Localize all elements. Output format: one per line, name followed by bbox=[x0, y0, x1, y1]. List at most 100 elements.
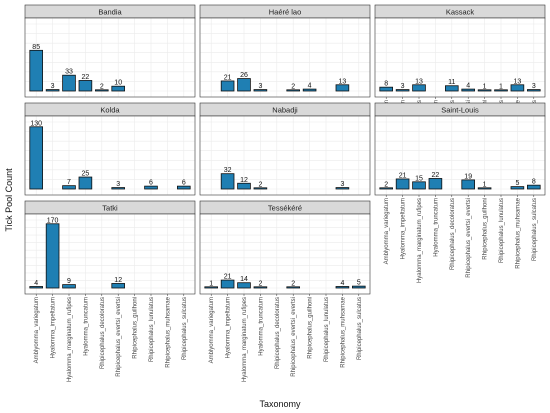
bar-rhipicephalus-guilhoni bbox=[477, 187, 492, 190]
data-label: 14 bbox=[240, 276, 248, 283]
bar-hyalomma-impeltatum bbox=[220, 80, 235, 92]
bar-rhipicephalus-evertsi-evertsi bbox=[461, 88, 475, 92]
x-tick-label: Rhipicephalus_sulcatus bbox=[532, 198, 538, 261]
data-label: 3 bbox=[51, 83, 55, 90]
data-label: 32 bbox=[224, 167, 232, 174]
bar-rhipicephalus-decoloratus bbox=[95, 89, 109, 92]
data-label: 4 bbox=[308, 83, 312, 90]
data-label: 21 bbox=[224, 274, 232, 281]
x-tick-label: Hyalomma_marginatum_rufipes bbox=[417, 198, 423, 283]
bar-hyalomma-impeltatum bbox=[395, 89, 410, 92]
bar-hyalomma-marginatum-rufipes bbox=[62, 284, 76, 289]
x-tick-label: Hyalomma_impeltatum bbox=[401, 198, 407, 259]
data-label: 3 bbox=[116, 181, 120, 188]
data-label: 15 bbox=[415, 175, 423, 182]
panel-tatki: Tatki 4 170 9 12 Amblyomma_variegatum Hyalomma… bbox=[24, 200, 196, 382]
data-label: 2 bbox=[258, 181, 262, 188]
bar-hyalomma-impeltatum bbox=[220, 279, 235, 289]
panel-kolda: Kolda 130 7 25 3 6 6 bbox=[24, 102, 196, 196]
x-tick-label: Rhipicephalus_guilhoni bbox=[483, 198, 489, 260]
bar-hyalomma-impeltatum bbox=[395, 178, 410, 190]
bar-hyalomma-marginatum-rufipes bbox=[237, 78, 251, 92]
panel-nabadji: Nabadji 32 12 2 3 bbox=[199, 102, 371, 196]
bar-rhipicephalus-sulcatus bbox=[527, 184, 541, 190]
bar-rhipicephalus-muhsamae bbox=[335, 286, 350, 289]
x-tick-label: Hyalomma_truncatum bbox=[258, 297, 264, 356]
bar-amblyomma-variegatum bbox=[29, 286, 43, 289]
plot-area bbox=[24, 17, 196, 98]
data-label: 6 bbox=[182, 180, 186, 187]
x-tick-label: Rhipicephalus_decoloratus bbox=[450, 198, 456, 270]
plot-area bbox=[374, 17, 546, 98]
x-tick-label: Rhipicephalus_guilhoni bbox=[133, 297, 139, 359]
data-label: 4 bbox=[34, 280, 38, 287]
data-label: 25 bbox=[82, 171, 90, 178]
data-label: 2 bbox=[258, 280, 262, 287]
bar-rhipicephalus-evertsi-evertsi bbox=[461, 179, 475, 190]
data-label: 19 bbox=[464, 173, 472, 180]
strip-label: Bandia bbox=[98, 8, 122, 17]
x-tick-label: Rhipicephalus_decoloratus bbox=[100, 297, 106, 369]
strip-label: Haéré lao bbox=[269, 8, 302, 17]
x-tick-label: Rhipicephalus_sulcatus bbox=[357, 297, 363, 360]
bar-hyalomma-truncatum bbox=[428, 178, 443, 190]
bar-hyalomma-marginatum-rufipes bbox=[412, 181, 426, 190]
y-axis-title: Tick Pool Count bbox=[4, 168, 14, 232]
bar-rhipicephalus-sulcatus bbox=[177, 185, 191, 190]
x-tick-label: Rhipicephalus_decoloratus bbox=[275, 297, 281, 369]
bar-rhipicephalus-muhsamae bbox=[510, 84, 525, 92]
strip-label: Tessékéré bbox=[268, 204, 302, 213]
x-tick-label: Amblyomma_variegatum bbox=[34, 297, 40, 363]
data-label: 3 bbox=[258, 83, 262, 90]
bar-hyalomma-truncatum bbox=[78, 80, 93, 92]
bar-hyalomma-impeltatum bbox=[45, 89, 60, 92]
bar-hyalomma-impeltatum bbox=[45, 223, 60, 289]
data-label: 2 bbox=[291, 280, 295, 287]
data-label: 21 bbox=[224, 74, 232, 81]
data-label: 13 bbox=[339, 78, 347, 85]
strip-label: Nabadji bbox=[272, 106, 298, 115]
data-label: 7 bbox=[67, 179, 71, 186]
bar-hyalomma-marginatum-rufipes bbox=[237, 282, 251, 289]
x-tick-label: Rhipicephalus_muhsamae bbox=[165, 296, 171, 367]
data-label: 170 bbox=[47, 217, 59, 224]
x-tick-label: Rhipicephalus_lunulatus bbox=[499, 198, 505, 263]
x-tick-label: Hyalomma_truncatum bbox=[433, 198, 439, 257]
data-label: 1 bbox=[483, 83, 487, 90]
data-label: 10 bbox=[114, 80, 122, 87]
bar-rhipicephalus-lunulatus bbox=[144, 185, 158, 190]
data-label: 2 bbox=[291, 83, 295, 90]
x-tick-label: Rhipicephalus_evertsi_evertsi bbox=[116, 297, 122, 377]
bar-rhipicephalus-muhsamae bbox=[335, 187, 350, 190]
x-tick-label: Hyalomma_impeltatum bbox=[51, 297, 57, 358]
x-tick-label: Rhipicephalus_sulcatus bbox=[182, 297, 188, 360]
x-tick-label: Rhipicephalus_muhsamae bbox=[340, 296, 346, 367]
bar-rhipicephalus-decoloratus bbox=[445, 85, 459, 92]
data-label: 3 bbox=[340, 181, 344, 188]
bar-hyalomma-marginatum-rufipes bbox=[237, 182, 251, 190]
data-label: 4 bbox=[340, 280, 344, 287]
panel-tessekere: Tessékéré 1 21 14 2 2 4 5 Amblyomma_variegatum Hy… bbox=[199, 200, 371, 382]
data-label: 6 bbox=[149, 180, 153, 187]
bar-hyalomma-marginatum-rufipes bbox=[62, 74, 76, 92]
x-tick-label: Hyalomma_marginatum_rufipes bbox=[67, 297, 73, 382]
bar-hyalomma-truncatum bbox=[253, 187, 268, 190]
data-label: 1 bbox=[483, 181, 487, 188]
bar-hyalomma-truncatum bbox=[78, 176, 93, 190]
bar-hyalomma-truncatum bbox=[253, 89, 268, 92]
bar-rhipicephalus-evertsi-evertsi bbox=[111, 187, 125, 190]
data-label: 85 bbox=[32, 44, 40, 51]
x-tick-label: Amblyomma_variegatum bbox=[384, 198, 390, 264]
data-label: 1 bbox=[499, 83, 503, 90]
x-tick-label: Hyalomma_marginatum_rufipes bbox=[242, 297, 248, 382]
data-label: 33 bbox=[65, 69, 73, 76]
data-label: 13 bbox=[514, 78, 522, 85]
data-label: 22 bbox=[82, 74, 90, 81]
x-tick-label: Rhipicephalus_guilhoni bbox=[308, 297, 314, 359]
data-label: 26 bbox=[240, 72, 248, 79]
x-tick-label: Rhipicephalus_evertsi_evertsi bbox=[291, 297, 297, 377]
data-label: 5 bbox=[357, 280, 361, 287]
data-label: 1 bbox=[209, 280, 213, 287]
